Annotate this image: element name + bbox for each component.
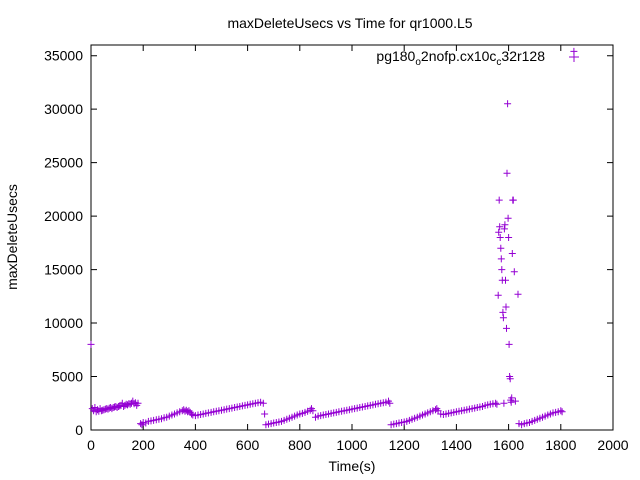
data-point <box>499 314 507 322</box>
data-point <box>496 234 504 241</box>
data-point <box>492 399 500 407</box>
x-tick-label: 1400 <box>441 437 472 453</box>
x-tick-label: 1600 <box>493 437 524 453</box>
data-point <box>504 214 512 222</box>
y-tick-label: 0 <box>75 422 83 438</box>
data-point <box>508 250 516 257</box>
data-point <box>87 340 95 348</box>
data-point <box>502 276 509 284</box>
data-point <box>510 268 518 276</box>
x-axis-label: Time(s) <box>329 458 376 474</box>
data-point <box>509 196 517 204</box>
x-tick-label: 1000 <box>336 437 367 453</box>
chart-title: maxDeleteUsecs vs Time for qr1000.L5 <box>227 15 472 31</box>
x-tick-label: 1800 <box>545 437 576 453</box>
data-point <box>495 196 503 204</box>
data-point <box>500 399 508 407</box>
data-point <box>504 100 512 108</box>
y-tick-label: 20000 <box>44 208 83 224</box>
y-tick-label: 15000 <box>44 262 83 278</box>
data-point <box>502 303 510 311</box>
data-point <box>494 291 502 299</box>
legend: pg180o2nofp.cx10cc32r128 <box>376 48 579 68</box>
data-point <box>505 340 513 348</box>
data-point <box>188 410 195 418</box>
data-point <box>495 228 503 236</box>
y-axis: 0 5000 10000 15000 20000 25000 30000 35000 <box>44 48 613 438</box>
data-point <box>261 410 269 418</box>
y-tick-label: 35000 <box>44 48 83 64</box>
x-tick-label: 400 <box>184 437 208 453</box>
x-tick-label: 0 <box>87 437 95 453</box>
x-tick-label: 800 <box>288 437 312 453</box>
data-point <box>498 266 506 274</box>
data-point <box>497 255 505 263</box>
data-points <box>87 47 578 429</box>
data-point <box>309 407 317 415</box>
data-point <box>508 394 516 402</box>
legend-label: pg180o2nofp.cx10cc32r128 <box>376 48 545 68</box>
y-tick-label: 30000 <box>44 101 83 117</box>
y-axis-label: maxDeleteUsecs <box>4 184 20 290</box>
data-point <box>557 407 565 415</box>
data-point <box>501 221 509 229</box>
x-tick-label: 200 <box>132 437 156 453</box>
y-tick-label: 25000 <box>44 155 83 171</box>
data-point <box>506 375 514 383</box>
data-point <box>570 47 578 55</box>
x-tick-label: 1200 <box>389 437 420 453</box>
x-tick-label: 600 <box>236 437 260 453</box>
data-point <box>503 169 511 177</box>
data-point <box>514 290 522 298</box>
y-tick-label: 10000 <box>44 315 83 331</box>
data-point <box>503 324 510 332</box>
data-point <box>497 244 505 252</box>
x-tick-label: 2000 <box>597 437 628 453</box>
data-point <box>259 399 267 407</box>
data-point <box>558 408 566 416</box>
x-axis: 0 200 400 600 800 1000 1200 1400 1600 1800 2000 <box>87 45 629 453</box>
data-point <box>386 399 394 407</box>
data-point <box>493 400 501 408</box>
data-point <box>134 399 142 407</box>
data-point <box>505 234 513 241</box>
y-tick-label: 5000 <box>52 369 83 385</box>
data-point <box>496 223 504 231</box>
data-point <box>511 397 519 405</box>
